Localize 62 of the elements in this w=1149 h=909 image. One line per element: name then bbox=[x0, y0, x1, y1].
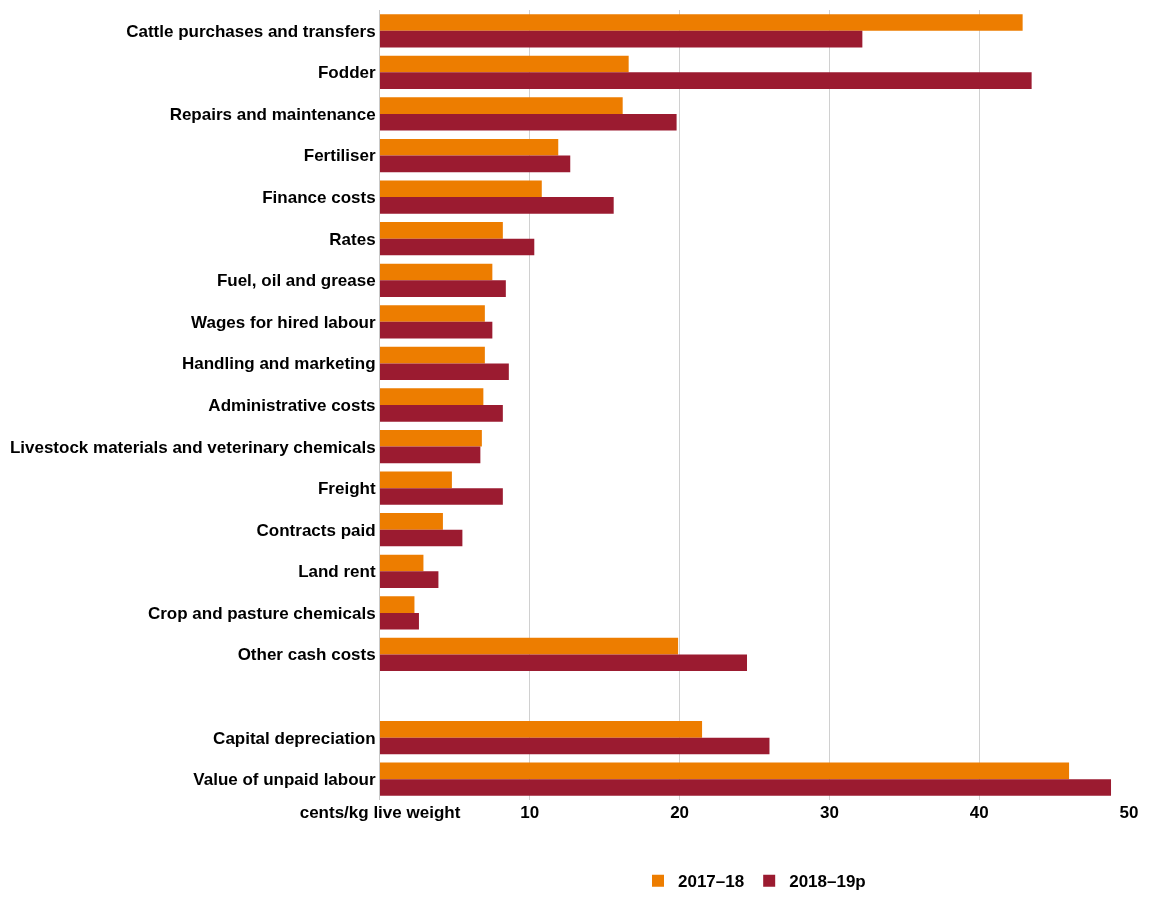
bar bbox=[380, 779, 1112, 796]
y-tick-label: Other cash costs bbox=[237, 645, 376, 665]
bar bbox=[380, 113, 677, 131]
bar bbox=[380, 571, 439, 588]
y-tick-label: Rates bbox=[329, 229, 376, 249]
x-tick-label: 50 bbox=[1119, 803, 1139, 822]
y-tick-label: Handling and marketing bbox=[181, 354, 376, 374]
bar bbox=[380, 488, 503, 505]
y-tick-label: Repairs and maintenance bbox=[169, 104, 376, 124]
x-tick-label: 20 bbox=[670, 803, 690, 822]
bar bbox=[380, 612, 419, 630]
y-tick-label: Livestock materials and veterinary chemicals bbox=[9, 437, 376, 457]
bar bbox=[380, 30, 863, 48]
bar bbox=[380, 97, 623, 114]
bar bbox=[380, 554, 424, 572]
y-tick-label: Capital depreciation bbox=[213, 728, 376, 748]
bar bbox=[380, 429, 482, 447]
y-tick-label: Fuel, oil and grease bbox=[216, 271, 376, 291]
legend-label: 2017–18 bbox=[678, 872, 745, 892]
bar bbox=[380, 721, 703, 738]
bar bbox=[380, 596, 415, 613]
bar bbox=[380, 72, 1032, 89]
x-tick-label: 40 bbox=[969, 803, 989, 822]
bar bbox=[380, 180, 542, 198]
bar bbox=[380, 238, 535, 256]
x-tick-label: cents/kg live weight bbox=[299, 803, 461, 822]
y-tick-label: Contracts paid bbox=[256, 520, 376, 540]
bar bbox=[380, 405, 503, 422]
bar bbox=[380, 321, 493, 339]
bar bbox=[380, 138, 559, 156]
y-tick-label: Cattle purchases and transfers bbox=[126, 21, 376, 41]
y-tick-label: Fertiliser bbox=[303, 146, 376, 166]
bar bbox=[380, 280, 506, 297]
bar bbox=[380, 263, 493, 281]
bar bbox=[380, 737, 770, 755]
y-tick-label: Wages for hired labour bbox=[191, 312, 376, 332]
bar bbox=[380, 513, 443, 530]
bar bbox=[380, 637, 679, 655]
y-tick-label: Freight bbox=[317, 479, 376, 499]
bar bbox=[380, 446, 481, 464]
y-tick-label: Administrative costs bbox=[208, 395, 376, 415]
y-tick-label: Fodder bbox=[317, 63, 376, 83]
bar bbox=[380, 197, 614, 214]
bar bbox=[380, 762, 1070, 780]
bar bbox=[380, 222, 503, 239]
legend-label: 2018–19p bbox=[789, 872, 866, 892]
bar bbox=[380, 529, 463, 547]
y-tick-label: Value of unpaid labour bbox=[193, 770, 376, 790]
bar bbox=[380, 305, 485, 322]
bar bbox=[380, 14, 1023, 31]
y-tick-label: Land rent bbox=[298, 562, 376, 582]
bar bbox=[380, 155, 571, 173]
bar bbox=[380, 363, 509, 381]
bar bbox=[380, 388, 484, 405]
bar bbox=[380, 654, 748, 672]
bar bbox=[380, 471, 452, 489]
bar bbox=[380, 346, 485, 364]
y-tick-label: Finance costs bbox=[262, 188, 376, 208]
y-tick-label: Crop and pasture chemicals bbox=[147, 603, 376, 623]
x-tick-label: 30 bbox=[819, 803, 839, 822]
x-tick-label: 10 bbox=[520, 803, 540, 822]
bar bbox=[380, 55, 629, 73]
